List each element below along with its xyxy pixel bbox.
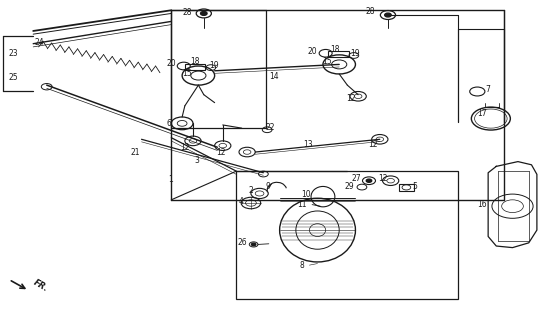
Text: 16: 16 <box>477 200 487 209</box>
Text: 4: 4 <box>238 197 243 206</box>
Text: 15: 15 <box>182 69 191 78</box>
Text: 10: 10 <box>301 190 311 199</box>
Text: 26: 26 <box>237 238 247 247</box>
Circle shape <box>384 13 391 17</box>
Text: 24: 24 <box>35 38 45 47</box>
Circle shape <box>200 12 207 15</box>
Text: 9: 9 <box>266 182 270 191</box>
Text: 19: 19 <box>209 61 219 70</box>
Text: 21: 21 <box>130 148 140 156</box>
Text: 6: 6 <box>167 119 172 128</box>
Circle shape <box>251 243 256 246</box>
Text: FR.: FR. <box>32 278 50 294</box>
Text: 5: 5 <box>413 182 418 191</box>
Circle shape <box>367 179 372 182</box>
Text: 28: 28 <box>182 8 192 17</box>
Text: 1: 1 <box>168 175 173 184</box>
Text: 15: 15 <box>322 57 332 66</box>
Text: 18: 18 <box>331 44 340 54</box>
Bar <box>399 184 414 191</box>
Bar <box>185 64 205 69</box>
Text: 12: 12 <box>181 143 190 152</box>
Text: 17: 17 <box>477 109 487 118</box>
Text: 20: 20 <box>308 46 318 56</box>
Text: 2: 2 <box>249 186 254 195</box>
Text: 20: 20 <box>167 59 176 68</box>
Text: 11: 11 <box>297 200 307 209</box>
Bar <box>236 171 458 299</box>
Text: 29: 29 <box>345 182 355 191</box>
Text: 22: 22 <box>266 123 275 132</box>
Bar <box>329 51 349 57</box>
Text: 23: 23 <box>9 49 18 58</box>
Text: 19: 19 <box>351 49 360 58</box>
Text: 27: 27 <box>352 174 362 183</box>
Text: 12: 12 <box>216 148 226 156</box>
Text: 13: 13 <box>304 140 313 149</box>
Text: 7: 7 <box>485 85 490 94</box>
Text: 12: 12 <box>346 94 356 103</box>
Text: 12: 12 <box>369 140 378 149</box>
Text: 8: 8 <box>299 261 304 270</box>
Text: 18: 18 <box>190 57 199 66</box>
Text: 3: 3 <box>194 156 199 165</box>
Text: 12: 12 <box>378 174 387 183</box>
Text: 25: 25 <box>9 73 18 82</box>
Text: 14: 14 <box>269 72 279 81</box>
Text: 28: 28 <box>366 7 376 16</box>
